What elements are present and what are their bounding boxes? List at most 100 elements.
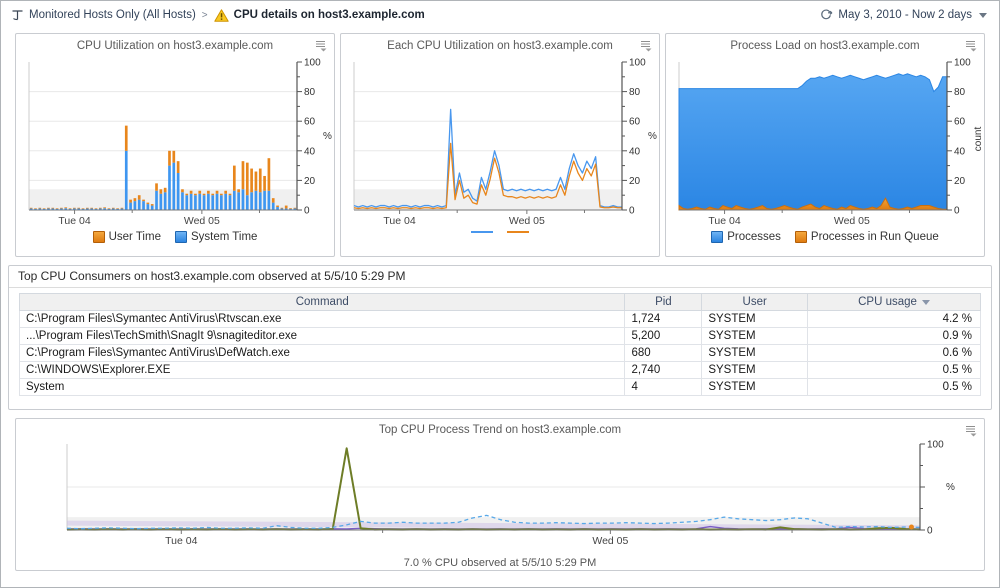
time-range-icon xyxy=(821,9,833,19)
cell-cpu: 0.5 % xyxy=(807,378,981,396)
chart-title: Each CPU Utilization on host3.example.co… xyxy=(387,40,613,52)
warning-icon xyxy=(213,8,229,22)
chart-title: Process Load on host3.example.com xyxy=(730,40,920,52)
svg-text:20: 20 xyxy=(954,176,966,187)
legend-item: System Time xyxy=(174,231,258,243)
svg-text:%: % xyxy=(946,482,955,493)
legend-label: Processes in Run Queue xyxy=(810,231,939,243)
table-row[interactable]: C:\Program Files\Symantec AntiVirus\DefW… xyxy=(18,344,981,362)
svg-text:Wed 05: Wed 05 xyxy=(184,215,220,227)
top-cpu-consumers-panel: Top CPU Consumers on host3.example.com o… xyxy=(8,265,992,410)
breadcrumb-parent-link[interactable]: Monitored Hosts Only (All Hosts) xyxy=(29,9,196,21)
cell-cpu: 4.2 % xyxy=(807,310,981,328)
svg-text:0: 0 xyxy=(629,206,635,217)
cell-cpu: 0.9 % xyxy=(807,327,981,345)
legend-label: System Time xyxy=(190,231,258,243)
each-cpu-utilization-chart[interactable]: Tue 04 Wed 05 0 20 40 60 80 100% xyxy=(342,54,658,230)
chart-options-icon[interactable] xyxy=(640,39,653,57)
process-load-chart[interactable]: Tue 04 Wed 05 0 20 40 60 80 100 count xyxy=(667,54,983,230)
legend-swatch-line xyxy=(471,231,493,233)
each-cpu-utilization-panel: Each CPU Utilization on host3.example.co… xyxy=(340,33,660,257)
cell-command: C:\Program Files\Symantec AntiVirus\Rtvs… xyxy=(18,310,626,328)
sort-desc-icon xyxy=(921,300,930,305)
table-row[interactable]: C:\Program Files\Symantec AntiVirus\Rtvs… xyxy=(18,310,981,328)
table-row[interactable]: C:\WINDOWS\Explorer.EXE 2,740 SYSTEM 0.5 % xyxy=(18,361,981,379)
svg-text:Tue 04: Tue 04 xyxy=(58,215,90,227)
column-header-user[interactable]: User xyxy=(701,293,809,311)
legend-swatch-line xyxy=(507,231,529,233)
legend-swatch-box xyxy=(794,231,807,243)
cell-pid: 4 xyxy=(624,378,703,396)
svg-text:80: 80 xyxy=(629,87,641,98)
breadcrumb: Monitored Hosts Only (All Hosts) > CPU d… xyxy=(11,8,425,22)
chart-observation-caption: 7.0 % CPU observed at 5/5/10 5:29 PM xyxy=(403,557,597,569)
legend-item: Processes in Run Queue xyxy=(794,231,939,243)
column-header-label: Command xyxy=(295,296,349,308)
svg-text:Tue 04: Tue 04 xyxy=(165,535,197,547)
legend-swatch-box xyxy=(174,231,187,243)
cell-user: SYSTEM xyxy=(701,327,809,345)
chart-options-icon[interactable] xyxy=(965,424,978,442)
svg-text:40: 40 xyxy=(954,146,966,157)
column-header-command[interactable]: Command xyxy=(18,293,626,311)
svg-text:100: 100 xyxy=(954,58,971,69)
svg-text:0: 0 xyxy=(927,526,933,537)
table-wrap: Command Pid User CPU usage C:\Program Files\… xyxy=(9,288,991,409)
svg-text:Tue 04: Tue 04 xyxy=(383,215,415,227)
cell-user: SYSTEM xyxy=(701,378,809,396)
cell-user: SYSTEM xyxy=(701,361,809,379)
svg-text:40: 40 xyxy=(629,146,641,157)
column-header-label: CPU usage xyxy=(858,296,917,308)
column-header-cpu[interactable]: CPU usage xyxy=(807,293,981,311)
svg-text:100: 100 xyxy=(927,440,944,451)
cell-user: SYSTEM xyxy=(701,344,809,362)
svg-text:20: 20 xyxy=(629,176,641,187)
svg-text:Wed 05: Wed 05 xyxy=(592,535,628,547)
breadcrumb-separator: > xyxy=(201,9,208,21)
chart-title: CPU Utilization on host3.example.com xyxy=(76,40,274,52)
cell-cpu: 0.6 % xyxy=(807,344,981,362)
cell-command: System xyxy=(18,378,626,396)
cell-pid: 1,724 xyxy=(624,310,703,328)
svg-text:0: 0 xyxy=(954,206,960,217)
legend-item: User Time xyxy=(92,231,161,243)
page-title: CPU details on host3.example.com xyxy=(233,9,425,21)
svg-text:20: 20 xyxy=(304,176,316,187)
legend-swatch-box xyxy=(711,231,724,243)
time-range-selector[interactable]: May 3, 2010 - Now 2 days xyxy=(819,9,987,22)
svg-text:0: 0 xyxy=(304,206,310,217)
legend-label: User Time xyxy=(108,231,161,243)
table-row[interactable]: ...\Program Files\TechSmith\SnagIt 9\sna… xyxy=(18,327,981,345)
process-load-panel: Process Load on host3.example.com Tue 04… xyxy=(665,33,985,257)
cell-pid: 2,740 xyxy=(624,361,703,379)
legend-label: Processes xyxy=(727,231,781,243)
column-header-pid[interactable]: Pid xyxy=(624,293,703,311)
legend-item xyxy=(471,231,493,233)
svg-text:Tue 04: Tue 04 xyxy=(708,215,740,227)
chart-title: Top CPU Process Trend on host3.example.c… xyxy=(378,424,622,436)
svg-text:count: count xyxy=(973,127,983,152)
time-range-label: May 3, 2010 - Now 2 days xyxy=(838,9,972,21)
legend-item xyxy=(507,231,529,233)
column-header-label: User xyxy=(742,296,767,308)
cell-command: C:\WINDOWS\Explorer.EXE xyxy=(18,361,626,379)
cell-command: ...\Program Files\TechSmith\SnagIt 9\sna… xyxy=(18,327,626,345)
table-row[interactable]: System 4 SYSTEM 0.5 % xyxy=(18,378,981,396)
chart-options-icon[interactable] xyxy=(965,39,978,57)
svg-text:100: 100 xyxy=(629,58,646,69)
chart-legend: User Time System Time xyxy=(16,231,334,243)
svg-text:60: 60 xyxy=(304,117,316,128)
cell-pid: 5,200 xyxy=(624,327,703,345)
cell-pid: 680 xyxy=(624,344,703,362)
toolbar: Monitored Hosts Only (All Hosts) > CPU d… xyxy=(1,1,999,29)
svg-text:100: 100 xyxy=(304,58,321,69)
cell-user: SYSTEM xyxy=(701,310,809,328)
process-trend-chart[interactable]: Tue 04 Wed 05 0 100% xyxy=(17,438,983,556)
svg-text:Wed 05: Wed 05 xyxy=(509,215,545,227)
cpu-utilization-chart[interactable]: Tue 04 Wed 05 0 20 40 60 80 100% xyxy=(17,54,333,230)
top-charts-row: CPU Utilization on host3.example.com Tue… xyxy=(15,33,985,257)
svg-text:40: 40 xyxy=(304,146,316,157)
top-cpu-consumers-table: Command Pid User CPU usage C:\Program Files\… xyxy=(18,293,981,396)
chart-options-icon[interactable] xyxy=(315,39,328,57)
